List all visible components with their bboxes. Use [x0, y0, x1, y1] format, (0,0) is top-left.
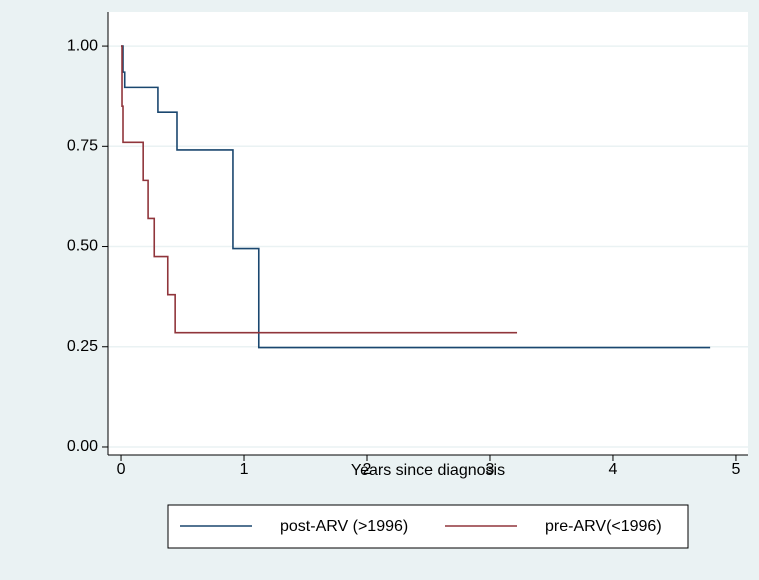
y-tick-label: 1.00: [67, 37, 98, 54]
y-tick-label: 0.75: [67, 138, 98, 155]
x-tick-label: 1: [240, 461, 249, 478]
survival-line: [121, 45, 518, 334]
survival-line: [121, 45, 711, 349]
legend: [167, 504, 689, 549]
legend-label: pre-ARV(<1996): [545, 518, 662, 535]
legend-label: post-ARV (>1996): [280, 518, 408, 535]
x-tick-label: 0: [117, 461, 126, 478]
x-tick-label: 4: [609, 461, 618, 478]
x-tick-label: 5: [731, 461, 740, 478]
x-axis-title: Years since diagnosis: [351, 462, 505, 479]
plot-area: [108, 12, 748, 455]
x-tick-label: 3: [486, 461, 495, 478]
y-tick-label: 0.50: [67, 238, 98, 255]
y-tick-label: 0.25: [67, 338, 98, 355]
x-tick-label: 2: [363, 461, 372, 478]
y-tick-label: 0.00: [67, 438, 98, 455]
